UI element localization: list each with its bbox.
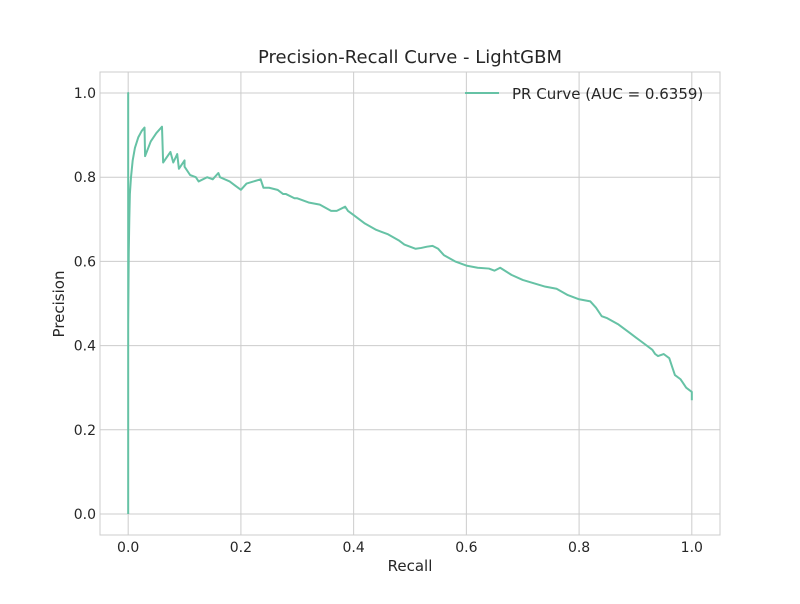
legend-label: PR Curve (AUC = 0.6359) bbox=[512, 85, 703, 103]
pr-curve-line bbox=[127, 92, 693, 514]
x-tick-label: 0.2 bbox=[230, 540, 252, 556]
x-axis-label: Recall bbox=[388, 557, 433, 575]
plot-frame bbox=[99, 71, 721, 536]
x-tick-labels: 0.0 0.2 0.4 0.6 0.8 1.0 bbox=[117, 540, 703, 556]
y-axis-label: Precision bbox=[50, 271, 68, 338]
y-tick-label: 0.2 bbox=[74, 423, 96, 439]
y-tick-label: 0.0 bbox=[74, 507, 96, 523]
y-tick-label: 0.4 bbox=[74, 339, 96, 355]
x-tick-label: 0.0 bbox=[117, 540, 139, 556]
x-tick-label: 0.6 bbox=[455, 540, 477, 556]
x-tick-label: 0.8 bbox=[568, 540, 590, 556]
grid-layer bbox=[100, 72, 720, 535]
series-layer bbox=[127, 92, 693, 514]
x-tick-label: 1.0 bbox=[681, 540, 703, 556]
y-tick-labels: 0.0 0.2 0.4 0.6 0.8 1.0 bbox=[74, 86, 96, 523]
legend: PR Curve (AUC = 0.6359) bbox=[465, 85, 703, 103]
y-tick-label: 0.6 bbox=[74, 254, 96, 270]
x-tick-label: 0.4 bbox=[343, 540, 365, 556]
y-tick-label: 0.8 bbox=[74, 170, 96, 186]
y-tick-label: 1.0 bbox=[74, 86, 96, 102]
chart-title: Precision-Recall Curve - LightGBM bbox=[258, 47, 562, 68]
